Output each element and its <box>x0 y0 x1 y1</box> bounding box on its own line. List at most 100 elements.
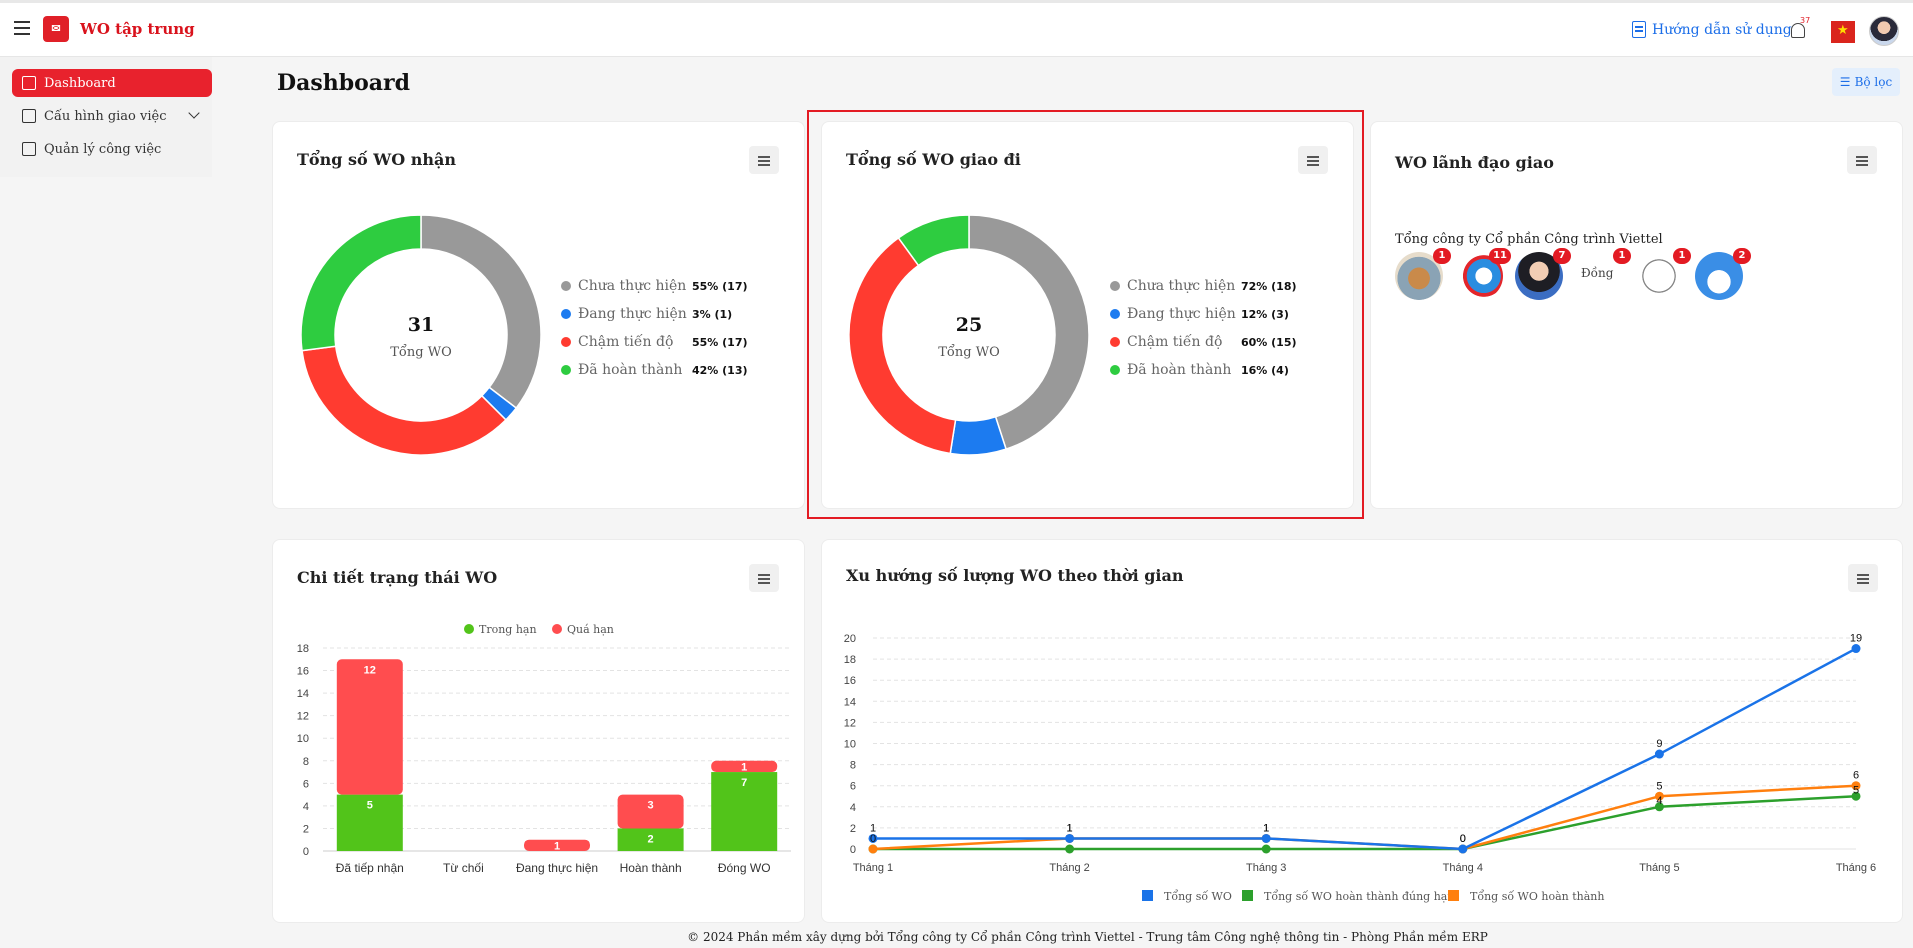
data-point[interactable] <box>1065 844 1075 854</box>
x-tick-label: Tháng 5 <box>1639 862 1679 874</box>
y-tick-label: 10 <box>844 739 856 751</box>
data-point[interactable] <box>1654 802 1664 812</box>
x-tick-label: Đóng WO <box>718 861 771 875</box>
sidebar-item-label: Dashboard <box>44 75 116 91</box>
data-point[interactable] <box>1654 749 1664 759</box>
legend-label[interactable]: Tổng số WO hoàn thành đúng hạn <box>1264 890 1454 903</box>
leader-avatar[interactable]: 2 <box>1695 248 1751 300</box>
donut-slice-Đã hoàn thành[interactable] <box>300 214 422 352</box>
grid-icon <box>22 76 36 90</box>
y-tick-label: 14 <box>297 688 309 700</box>
legend-item[interactable]: Chậm tiến độ 55% (17) <box>561 328 748 356</box>
series-line-Tổng số WO <box>873 647 1857 851</box>
x-tick-label: Tháng 2 <box>1049 862 1089 874</box>
y-tick-label: 12 <box>297 711 309 723</box>
y-tick-label: 16 <box>844 675 856 687</box>
legend-value: 55% (17) <box>692 279 748 293</box>
notification-count-badge: 37 <box>1800 16 1811 25</box>
bar-data-label: 5 <box>367 800 373 812</box>
data-point[interactable] <box>1458 844 1468 854</box>
settings-sliders-icon[interactable] <box>1847 146 1877 174</box>
leader-badge: 11 <box>1489 248 1511 264</box>
leader-avatar[interactable]: 11 <box>1455 248 1511 300</box>
y-tick-label: 16 <box>297 666 309 678</box>
data-point[interactable] <box>1261 833 1271 843</box>
leader-avatar[interactable]: 7 <box>1515 248 1571 300</box>
y-tick-label: 0 <box>303 846 309 858</box>
x-tick-label: Đã tiếp nhận <box>336 861 404 875</box>
settings-sliders-icon[interactable] <box>749 564 779 592</box>
legend-item[interactable]: Chưa thực hiện 55% (17) <box>561 272 748 300</box>
app-title[interactable]: WO tập trung <box>80 20 195 38</box>
notification-bell-icon[interactable] <box>1788 21 1808 41</box>
legend-label[interactable]: Tổng số WO <box>1164 890 1232 903</box>
settings-sliders-icon[interactable] <box>1298 146 1328 174</box>
data-point[interactable] <box>1654 791 1664 801</box>
bar-data-label: 1 <box>554 840 560 852</box>
bar-Trong hạn-Đóng WO[interactable] <box>711 772 778 851</box>
menu-icon[interactable] <box>14 21 30 35</box>
page-title: Dashboard <box>277 70 410 96</box>
data-point[interactable] <box>868 844 878 854</box>
sidebar-item-work-management[interactable]: Quản lý công việc <box>12 135 212 163</box>
settings-sliders-icon[interactable] <box>1848 564 1878 592</box>
legend-item[interactable]: Chưa thực hiện 72% (18) <box>1110 272 1297 300</box>
bar-Quá hạn-Đang thực hiện[interactable] <box>524 839 590 851</box>
legend-dot <box>464 624 474 634</box>
donut-total: 25 <box>956 314 982 336</box>
leader-badge: 1 <box>1613 248 1631 264</box>
card-title: WO lãnh đạo giao <box>1395 153 1554 172</box>
y-tick-label: 14 <box>844 696 856 708</box>
bar-Trong hạn-Hoàn thành[interactable] <box>617 828 684 851</box>
y-tick-label: 0 <box>850 844 856 856</box>
chevron-down-icon[interactable] <box>188 107 200 119</box>
data-point[interactable] <box>1851 781 1861 791</box>
legend-label[interactable]: Tổng số WO hoàn thành <box>1470 890 1604 903</box>
viettel-logo-icon[interactable]: ✉ <box>43 16 69 42</box>
donut-slice-Chưa thực hiện[interactable] <box>420 214 542 410</box>
legend-item[interactable]: Đang thực hiện 12% (3) <box>1110 300 1297 328</box>
legend-label[interactable]: Trong hạn <box>479 623 537 636</box>
legend-item[interactable]: Đã hoàn thành 42% (13) <box>561 356 748 384</box>
legend-label: Đã hoàn thành <box>578 362 683 378</box>
filter-label: Bộ lọc <box>1854 75 1893 89</box>
assigned-wo-card: Tổng số WO giao đi 25 Tổng WO Chưa thực h… <box>821 121 1354 509</box>
bar-Trong hạn-Đã tiếp nhận[interactable] <box>336 794 403 851</box>
settings-sliders-icon[interactable] <box>749 146 779 174</box>
sidebar-item-config[interactable]: Cấu hình giao việc <box>12 102 212 130</box>
vietnam-flag-icon[interactable] <box>1831 21 1855 43</box>
legend-dot <box>1110 281 1120 291</box>
leader-avatar[interactable]: Đồng 1 <box>1575 248 1631 300</box>
data-label: 19 <box>1850 633 1862 645</box>
legend-item[interactable]: Chậm tiến độ 60% (15) <box>1110 328 1297 356</box>
user-avatar[interactable] <box>1869 16 1899 46</box>
leader-avatar[interactable]: 1 <box>1395 248 1451 300</box>
bar-Quá hạn-Hoàn thành[interactable] <box>617 794 684 829</box>
donut-slice-Chưa thực hiện[interactable] <box>968 214 1090 451</box>
assigned-legend: Chưa thực hiện 72% (18) Đang thực hiện 12% … <box>1110 272 1297 384</box>
legend-label[interactable]: Quá hạn <box>567 623 614 636</box>
data-point[interactable] <box>1851 791 1861 801</box>
data-point[interactable] <box>1851 644 1861 654</box>
data-label: 0 <box>1460 833 1466 845</box>
donut-slice-Đã hoàn thành[interactable] <box>897 214 970 267</box>
legend-value: 60% (15) <box>1241 335 1297 349</box>
broken-image-alt-text: Đồng <box>1581 266 1614 280</box>
donut-slice-Chậm tiến độ[interactable] <box>301 345 507 456</box>
x-tick-label: Tháng 1 <box>853 862 893 874</box>
user-guide-link[interactable]: Hướng dẫn sử dụng <box>1632 21 1792 38</box>
filter-button[interactable]: ☰ Bộ lọc <box>1832 68 1900 96</box>
bar-Quá hạn-Đã tiếp nhận[interactable] <box>336 659 403 795</box>
legend-item[interactable]: Đang thực hiện 3% (1) <box>561 300 748 328</box>
legend-swatch <box>1242 890 1253 901</box>
card-title: Tổng số WO giao đi <box>846 150 1021 169</box>
y-tick-label: 6 <box>303 778 309 790</box>
sidebar-item-dashboard[interactable]: Dashboard <box>12 69 212 97</box>
data-point[interactable] <box>1065 833 1075 843</box>
leader-avatar[interactable]: 1 <box>1635 248 1691 300</box>
legend-value: 55% (17) <box>692 335 748 349</box>
data-point[interactable] <box>1261 844 1271 854</box>
bar-Quá hạn-Đóng WO[interactable] <box>711 760 778 773</box>
legend-item[interactable]: Đã hoàn thành 16% (4) <box>1110 356 1297 384</box>
data-point[interactable] <box>868 833 878 843</box>
